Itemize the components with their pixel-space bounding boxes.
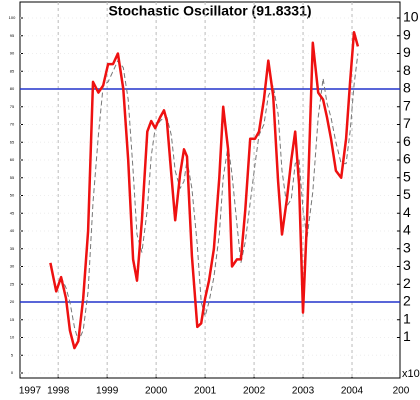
- x-tick-label: 1999: [96, 386, 119, 397]
- y2-tick-label: 9: [403, 26, 411, 42]
- y-tick-label: 90: [10, 51, 15, 56]
- y-tick-label: 70: [10, 122, 15, 127]
- y-tick-label: 35: [10, 246, 15, 251]
- y2-tick-label: 3: [403, 257, 411, 273]
- y-tick-label: 40: [10, 228, 15, 233]
- y-tick-label: 65: [10, 139, 15, 144]
- y2-tick-label: 8: [403, 80, 411, 96]
- x-tick-label: 200: [393, 386, 410, 397]
- y2-tick-label: 6: [403, 133, 411, 149]
- y-tick-label: 55: [10, 175, 15, 180]
- y-tick-label: 75: [10, 104, 15, 109]
- x-tick-label: 2003: [292, 386, 315, 397]
- y-tick-label: 100: [9, 15, 16, 20]
- y2-tick-label: 5: [403, 186, 411, 202]
- y2-tick-label: 9: [403, 44, 411, 60]
- y-tick-label: 60: [10, 157, 15, 162]
- y2-tick-label: 8: [403, 62, 411, 78]
- y2-multiplier: x10: [402, 368, 420, 380]
- x-tick-label: 2000: [145, 386, 168, 397]
- x-tick-label: 1997: [19, 386, 42, 397]
- y2-tick-label: 7: [403, 97, 411, 113]
- series-line: [60, 53, 359, 342]
- y-tick-label: 85: [10, 68, 15, 73]
- y-tick-label: 95: [10, 33, 15, 38]
- y-tick-label: 20: [10, 299, 15, 304]
- y-tick-label: 0: [11, 370, 14, 375]
- plot-frame: [19, 1, 401, 379]
- y-tick-label: 15: [10, 317, 15, 322]
- x-tick-label: 1998: [47, 386, 70, 397]
- x-tick-label: 2002: [243, 386, 266, 397]
- y-tick-label: 5: [11, 352, 14, 357]
- y2-tick-label: 4: [403, 222, 411, 238]
- chart-title: Stochastic Oscillator (91.8331): [108, 3, 311, 19]
- y2-tick-label: 2: [403, 275, 411, 291]
- y-tick-label: 80: [10, 86, 15, 91]
- y2-tick-label: 5: [403, 168, 411, 184]
- series-line: [49, 30, 360, 350]
- y2-tick-label: 6: [403, 151, 411, 167]
- x-tick-label: 2004: [341, 386, 364, 397]
- y2-tick-label: 7: [403, 115, 411, 131]
- y2-tick-label: 4: [403, 204, 411, 220]
- y-tick-label: 25: [10, 281, 15, 286]
- y2-tick-label: 2: [403, 293, 411, 309]
- y-tick-label: 50: [10, 193, 15, 198]
- y-tick-label: 45: [10, 210, 15, 215]
- y2-tick-label: 10: [403, 9, 419, 25]
- y2-tick-label: 1: [403, 310, 411, 326]
- x-tick-label: 2001: [194, 386, 217, 397]
- y2-tick-label: 1: [403, 328, 411, 344]
- y2-tick-label: 3: [403, 239, 411, 255]
- y-tick-label: 10: [10, 335, 15, 340]
- y-tick-label: 30: [10, 264, 15, 269]
